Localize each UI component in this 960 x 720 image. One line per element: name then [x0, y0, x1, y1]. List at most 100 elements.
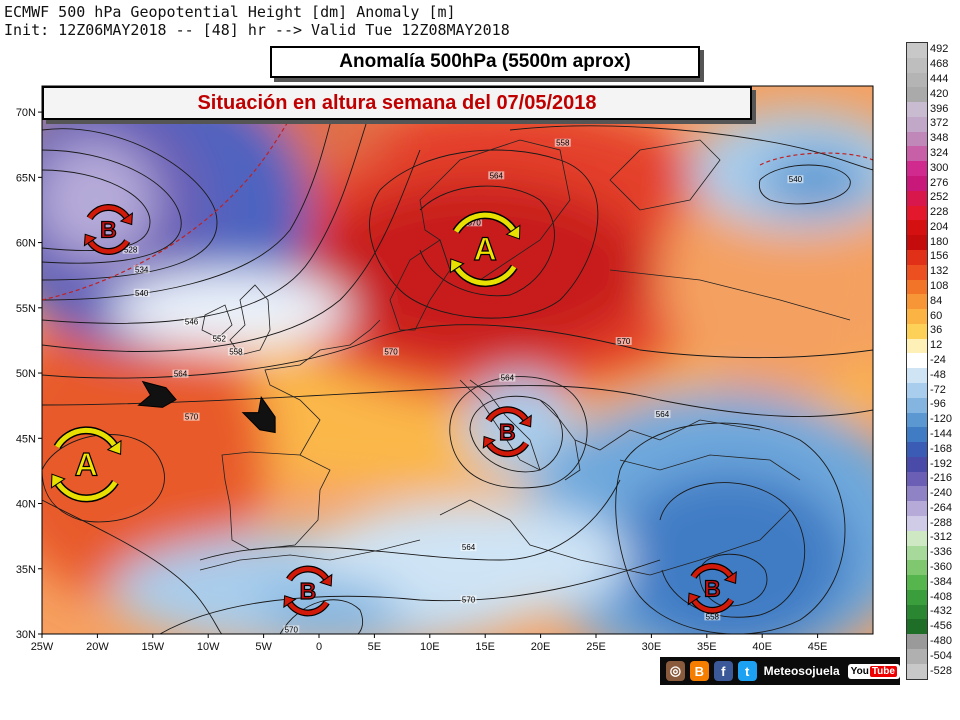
contour-label-bg: [172, 369, 189, 378]
circulation-arc: [88, 239, 130, 254]
map-header-title: ECMWF 500 hPa Geopotential Height [dm] A…: [4, 3, 456, 21]
contour-label-bg: [227, 347, 244, 356]
circulation-arrowhead: [518, 414, 532, 428]
colorbar-swatch: [907, 294, 927, 310]
circulation-arc: [287, 601, 329, 616]
colorbar-label: 180: [930, 235, 949, 248]
colorbar-label: 276: [930, 176, 949, 189]
colorbar-label: 84: [930, 294, 943, 307]
colorbar-swatch: [907, 516, 927, 531]
lon-tick-label: 40E: [752, 641, 772, 653]
instagram-icon[interactable]: ◎: [666, 661, 685, 681]
colorbar-label: 132: [930, 265, 949, 278]
circulation-arc: [486, 407, 528, 422]
low-pressure-system: B: [283, 565, 333, 617]
title-banner: Anomalía 500hPa (5500m aprox): [270, 46, 700, 78]
contour-label: 552: [213, 334, 227, 343]
circulation-arrowhead: [106, 439, 122, 455]
contour-label-bg: [122, 245, 139, 254]
colorbar-swatch: [907, 338, 927, 354]
lat-tick-label: 30N: [16, 629, 36, 641]
colorbar-swatch: [907, 131, 927, 147]
contour-label: 540: [135, 289, 149, 298]
contour-label-bg: [499, 373, 516, 382]
contour-label-bg: [787, 175, 804, 184]
colorbar-swatch: [907, 560, 927, 576]
lon-tick-label: 45E: [808, 641, 828, 653]
colorbar-swatch: [907, 176, 927, 191]
pressure-system-letter: B: [499, 419, 516, 445]
youtube-label-a: You: [850, 665, 869, 677]
contour-label: 564: [174, 370, 188, 379]
colorbar-swatch: [907, 249, 927, 265]
colorbar-label: -288: [930, 516, 953, 529]
contour-label-bg: [283, 625, 300, 634]
colorbar-swatch: [907, 116, 927, 132]
contour-label-bg: [460, 543, 477, 552]
colorbar-swatch: [907, 456, 927, 472]
contour-label: 570: [467, 218, 481, 227]
colorbar-label: -384: [930, 575, 953, 588]
facebook-icon[interactable]: f: [713, 661, 733, 681]
circulation-arrowhead: [83, 233, 98, 247]
contour-label: 564: [656, 410, 670, 419]
colorbar-swatch: [907, 397, 927, 413]
contour-label: 570: [285, 625, 299, 634]
colorbar-label: 228: [930, 206, 949, 219]
colorbar-label: -336: [930, 546, 953, 559]
subtitle-banner: Situación en altura semana del 07/05/201…: [42, 86, 752, 120]
contour-label: 558: [556, 139, 570, 148]
contour-label: 570: [462, 595, 476, 604]
colorbar-swatch: [907, 102, 927, 117]
brand-name: Meteosojuela: [763, 664, 840, 678]
map-header-valid-time: Init: 12Z06MAY2018 -- [48] hr --> Valid …: [4, 21, 510, 39]
lon-tick-label: 25W: [31, 641, 54, 653]
colorbar-label: 372: [930, 117, 949, 130]
colorbar-label: -72: [930, 383, 946, 396]
pressure-systems: B A A B B B: [50, 204, 737, 617]
youtube-icon[interactable]: You Tube: [847, 663, 900, 679]
colorbar-swatch: [907, 471, 927, 487]
pressure-system-letter: A: [75, 446, 98, 482]
colorbar-swatch: [907, 161, 927, 177]
circulation-arrowhead: [505, 224, 521, 240]
lon-tick-label: 30E: [642, 641, 662, 653]
colorbar-label: 420: [930, 87, 949, 100]
blogger-icon[interactable]: B: [689, 661, 709, 681]
contour-label-bg: [704, 612, 721, 621]
colorbar-swatch: [907, 353, 927, 369]
circulation-arc: [453, 212, 516, 233]
colorbar-swatch: [907, 220, 927, 236]
contour-label-bg: [133, 288, 150, 297]
lon-tick-label: 10E: [420, 641, 440, 653]
lon-tick-label: 15W: [141, 641, 164, 653]
colorbar-swatch: [907, 486, 927, 502]
colorbar-swatch: [907, 368, 927, 383]
lon-tick-label: 25E: [586, 641, 606, 653]
colorbar-label: -168: [930, 442, 953, 455]
twitter-icon[interactable]: t: [737, 661, 757, 681]
lat-tick-label: 55N: [16, 303, 36, 315]
flow-arrow: [241, 395, 276, 434]
low-pressure-system: B: [482, 406, 532, 458]
colorbar-swatch: [907, 442, 927, 457]
contour-label: 570: [185, 413, 199, 422]
contour-label: 564: [462, 543, 476, 552]
lon-tick-label: 0: [316, 641, 322, 653]
colorbar-swatch: [907, 575, 927, 590]
colorbar-label: 492: [930, 43, 949, 56]
colorbar-label: 12: [930, 339, 943, 352]
circulation-arrowhead: [482, 435, 497, 449]
lat-tick-label: 70N: [16, 107, 36, 119]
lat-tick-label: 35N: [16, 564, 36, 576]
colorbar-label: 300: [930, 161, 949, 174]
flow-arrow: [137, 380, 177, 408]
colorbar-label: 108: [930, 280, 949, 293]
contour-label: 534: [135, 265, 149, 274]
colorbar-swatch: [907, 235, 927, 250]
contour-label: 558: [229, 347, 243, 356]
contour-label: 564: [501, 374, 515, 383]
colorbar-label: -192: [930, 457, 953, 470]
lon-tick-label: 20E: [531, 641, 551, 653]
social-footer: ◎ B f t Meteosojuela You Tube: [660, 657, 900, 685]
